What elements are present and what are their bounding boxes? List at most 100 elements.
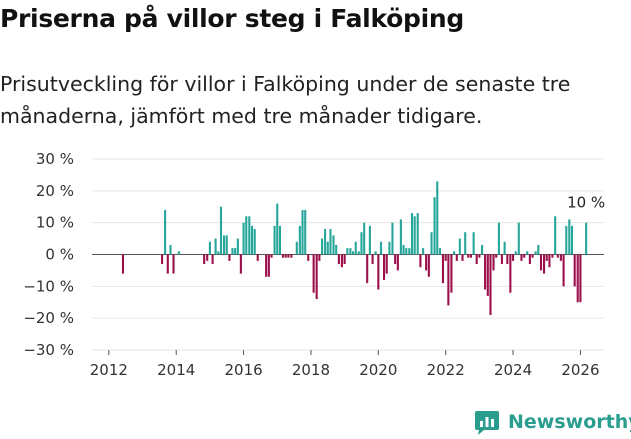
bar xyxy=(520,254,523,261)
brand-name: Newsworthy xyxy=(508,411,631,433)
bar xyxy=(377,254,380,290)
bar xyxy=(585,222,588,255)
bar xyxy=(391,222,394,255)
bar xyxy=(436,181,439,255)
x-tick-label: 2024 xyxy=(494,361,532,379)
bar xyxy=(427,254,430,277)
bar xyxy=(472,232,475,255)
bar xyxy=(379,241,383,255)
bar xyxy=(548,254,551,268)
bar xyxy=(298,225,301,255)
bar xyxy=(478,254,481,258)
bar xyxy=(467,254,470,258)
bar xyxy=(402,244,405,255)
bar xyxy=(371,254,374,265)
bar xyxy=(559,254,562,261)
y-tick-label: −20 % xyxy=(23,309,74,327)
bar xyxy=(514,251,517,255)
bar xyxy=(203,254,206,265)
bar xyxy=(208,241,211,255)
bar xyxy=(396,254,399,271)
bar xyxy=(503,241,506,255)
bar xyxy=(512,254,515,261)
bar xyxy=(206,254,209,261)
bar xyxy=(304,209,307,255)
bar xyxy=(495,254,498,258)
bar xyxy=(447,254,450,306)
chart-subtitle: Prisutveckling för villor i Falköping un… xyxy=(0,72,571,128)
bar xyxy=(315,254,318,300)
bar xyxy=(363,222,366,255)
x-tick-label: 2026 xyxy=(561,361,599,379)
bar xyxy=(329,229,332,255)
latest-value-label: 10 % xyxy=(567,194,605,212)
y-tick-label: −10 % xyxy=(23,277,74,295)
x-tick-label: 2018 xyxy=(292,361,330,379)
bar xyxy=(225,235,228,255)
bar xyxy=(321,238,324,255)
bar xyxy=(523,254,526,258)
bar xyxy=(284,254,287,258)
bar xyxy=(385,254,388,274)
bar xyxy=(568,219,571,255)
bar xyxy=(531,254,534,258)
bar xyxy=(267,254,270,277)
bar xyxy=(542,254,546,274)
bar-chart: 30 %20 %10 %0 %−10 %−20 %−30 % 2012 2014 2… xyxy=(23,150,605,379)
bar xyxy=(335,244,338,255)
bar xyxy=(416,213,419,255)
bar xyxy=(217,251,220,255)
bar xyxy=(579,254,582,303)
bar xyxy=(354,241,357,255)
bar xyxy=(461,254,464,261)
bar xyxy=(324,229,327,255)
bar xyxy=(500,254,503,265)
bar xyxy=(444,254,447,261)
x-axis: 2012 2014 2016 2018 2020 2022 2024 2026 xyxy=(90,350,600,379)
bar xyxy=(219,206,223,255)
y-tick-label: 30 % xyxy=(36,150,74,168)
bar xyxy=(562,254,565,287)
bar xyxy=(161,254,164,265)
bar xyxy=(228,254,231,261)
annotations: 10 % xyxy=(567,194,605,212)
bar xyxy=(368,225,371,255)
bar xyxy=(506,254,509,265)
bar xyxy=(326,241,329,255)
bar xyxy=(545,254,548,261)
bar xyxy=(265,254,268,277)
bar xyxy=(481,244,484,255)
bar xyxy=(419,254,422,268)
bar xyxy=(405,248,408,255)
bar xyxy=(211,254,214,265)
bar xyxy=(497,222,500,255)
bar xyxy=(352,251,355,255)
bar xyxy=(556,254,559,258)
bar xyxy=(281,254,285,258)
bar xyxy=(177,251,180,255)
x-tick-label: 2020 xyxy=(359,361,397,379)
bar xyxy=(526,251,529,255)
bar xyxy=(453,251,456,255)
bar-chart-logo-icon xyxy=(475,411,499,435)
bar xyxy=(287,254,290,258)
bar xyxy=(121,254,125,274)
bar xyxy=(469,254,472,258)
y-tick-label: 10 % xyxy=(36,214,74,232)
bar xyxy=(534,251,537,255)
bar xyxy=(166,254,169,274)
bar xyxy=(312,254,315,293)
gridlines xyxy=(92,158,604,351)
bar xyxy=(458,238,461,255)
bar xyxy=(455,254,458,261)
bar xyxy=(366,254,369,284)
bar xyxy=(430,232,433,255)
bar xyxy=(301,209,304,255)
bar xyxy=(295,241,298,255)
bar xyxy=(489,254,492,315)
bar xyxy=(374,251,377,255)
bar xyxy=(239,254,242,274)
y-axis: 30 % 20 % 10 % 0 % −10 % −20 % −30 % xyxy=(23,150,74,359)
bar xyxy=(475,254,478,265)
bar xyxy=(425,254,428,271)
